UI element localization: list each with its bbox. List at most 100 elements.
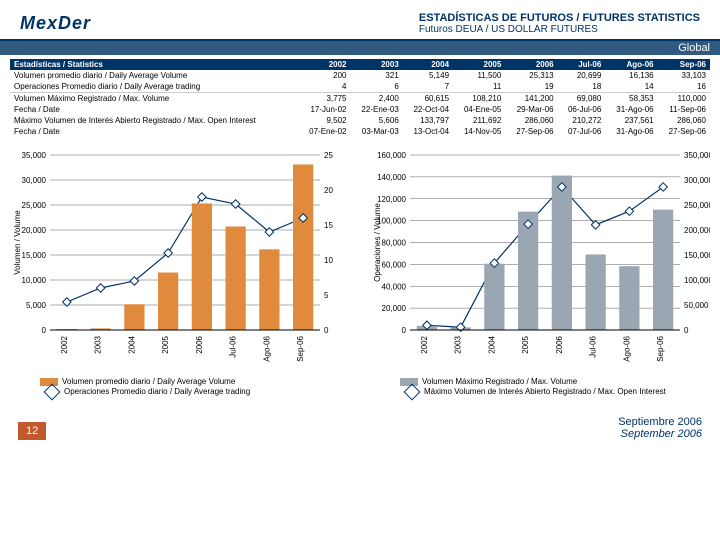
svg-text:30,000: 30,000 bbox=[22, 176, 47, 185]
cell: 321 bbox=[350, 70, 402, 81]
cell: 07-Jul-06 bbox=[558, 126, 606, 137]
col-header: Sep-06 bbox=[658, 59, 710, 70]
svg-text:2006: 2006 bbox=[195, 335, 204, 353]
svg-text:Sep-06: Sep-06 bbox=[296, 335, 305, 361]
cell: 33,103 bbox=[658, 70, 710, 81]
svg-text:2003: 2003 bbox=[454, 335, 463, 353]
svg-text:50,000: 50,000 bbox=[684, 301, 709, 310]
svg-text:Operaciones / Trades: Operaciones / Trades bbox=[349, 204, 350, 280]
chart-left: 05,00010,00015,00020,00025,00030,00035,0… bbox=[10, 145, 350, 398]
cell: 210,272 bbox=[558, 115, 606, 126]
col-header: Ago-06 bbox=[605, 59, 657, 70]
page-number: 12 bbox=[18, 422, 46, 440]
cell: 110,000 bbox=[658, 93, 710, 105]
cell: 2,400 bbox=[350, 93, 402, 105]
page-title: ESTADÍSTICAS DE FUTUROS / FUTURES STATIS… bbox=[419, 12, 700, 24]
svg-text:25,000: 25,000 bbox=[22, 201, 47, 210]
col-header: 2006 bbox=[505, 59, 557, 70]
cell: 3,775 bbox=[298, 93, 350, 105]
svg-text:Jul-06: Jul-06 bbox=[229, 335, 238, 357]
svg-text:100,000: 100,000 bbox=[684, 276, 710, 285]
svg-text:15,000: 15,000 bbox=[22, 251, 47, 260]
svg-text:2004: 2004 bbox=[487, 335, 496, 353]
chart-right: 020,00040,00060,00080,000100,000120,0001… bbox=[370, 145, 710, 398]
cell: 03-Mar-03 bbox=[350, 126, 402, 137]
cell: 27-Sep-06 bbox=[658, 126, 710, 137]
global-bar: Global bbox=[0, 41, 720, 55]
svg-text:Jul-06: Jul-06 bbox=[589, 335, 598, 357]
cell: 22-Oct-04 bbox=[403, 104, 453, 115]
legend-line-left: Operaciones Promedio diario / Daily Aver… bbox=[64, 387, 250, 396]
cell: 286,060 bbox=[658, 115, 710, 126]
cell: 20,699 bbox=[558, 70, 606, 81]
charts-row: 05,00010,00015,00020,00025,00030,00035,0… bbox=[10, 145, 710, 398]
svg-text:Sep-06: Sep-06 bbox=[656, 335, 665, 361]
cell: 108,210 bbox=[453, 93, 505, 105]
cell: 16 bbox=[658, 81, 710, 93]
cell: 14 bbox=[605, 81, 657, 93]
svg-text:0: 0 bbox=[684, 326, 689, 335]
cell: Volumen promedio diario / Daily Average … bbox=[10, 70, 298, 81]
svg-text:2003: 2003 bbox=[94, 335, 103, 353]
cell: 69,080 bbox=[558, 93, 606, 105]
legend-bar-right: Volumen Máximo Registrado / Max. Volume bbox=[422, 377, 577, 386]
svg-text:20: 20 bbox=[324, 186, 333, 195]
cell: 5,606 bbox=[350, 115, 402, 126]
cell: 31-Ago-06 bbox=[605, 126, 657, 137]
svg-text:25: 25 bbox=[324, 151, 333, 160]
svg-text:120,000: 120,000 bbox=[377, 195, 406, 204]
col-header: Jul-06 bbox=[558, 59, 606, 70]
cell: 133,797 bbox=[403, 115, 453, 126]
cell: 11-Sep-06 bbox=[658, 104, 710, 115]
cell: 11,500 bbox=[453, 70, 505, 81]
col-header: 2003 bbox=[350, 59, 402, 70]
cell: 13-Oct-04 bbox=[403, 126, 453, 137]
cell: 6 bbox=[350, 81, 402, 93]
svg-text:250,000: 250,000 bbox=[684, 201, 710, 210]
svg-text:10,000: 10,000 bbox=[22, 276, 47, 285]
svg-text:Ago-06: Ago-06 bbox=[262, 335, 271, 361]
cell: 06-Jul-06 bbox=[558, 104, 606, 115]
svg-text:2004: 2004 bbox=[127, 335, 136, 353]
svg-text:2006: 2006 bbox=[555, 335, 564, 353]
cell: 60,615 bbox=[403, 93, 453, 105]
cell: 14-Nov-05 bbox=[453, 126, 505, 137]
col-header: 2002 bbox=[298, 59, 350, 70]
cell: 22-Ene-03 bbox=[350, 104, 402, 115]
footer: 12 Septiembre 2006 September 2006 bbox=[0, 406, 720, 446]
cell: 237,561 bbox=[605, 115, 657, 126]
stats-table: Estadísticas / Statistics200220032004 200… bbox=[10, 59, 710, 137]
title-block: ESTADÍSTICAS DE FUTUROS / FUTURES STATIS… bbox=[419, 12, 700, 35]
svg-text:10: 10 bbox=[324, 256, 333, 265]
cell: 286,060 bbox=[505, 115, 557, 126]
svg-text:2005: 2005 bbox=[161, 335, 170, 353]
page-subtitle: Futuros DEUA / US DOLLAR FUTURES bbox=[419, 24, 700, 35]
svg-text:40,000: 40,000 bbox=[382, 282, 407, 291]
svg-text:15: 15 bbox=[324, 221, 333, 230]
cell: Máximo Volumen de Interés Abierto Regist… bbox=[10, 115, 298, 126]
cell: 5,149 bbox=[403, 70, 453, 81]
svg-text:200,000: 200,000 bbox=[684, 226, 710, 235]
cell: 58,353 bbox=[605, 93, 657, 105]
svg-text:2002: 2002 bbox=[60, 335, 69, 353]
legend-line-right: Máximo Volumen de Interés Abierto Regist… bbox=[424, 387, 666, 396]
cell: 17-Jun-02 bbox=[298, 104, 350, 115]
cell: 18 bbox=[558, 81, 606, 93]
date-es: Septiembre 2006 bbox=[618, 416, 702, 428]
header: MexDer ESTADÍSTICAS DE FUTUROS / FUTURES… bbox=[0, 0, 720, 41]
date-en: September 2006 bbox=[618, 428, 702, 440]
col-header: 2004 bbox=[403, 59, 453, 70]
svg-text:Interés Abierto / Open Interes: Interés Abierto / Open Interest bbox=[709, 188, 710, 296]
svg-text:5,000: 5,000 bbox=[26, 301, 47, 310]
col-header: Estadísticas / Statistics bbox=[10, 59, 298, 70]
logo: MexDer bbox=[20, 13, 91, 34]
svg-text:20,000: 20,000 bbox=[22, 226, 47, 235]
cell: 211,692 bbox=[453, 115, 505, 126]
svg-text:0: 0 bbox=[402, 326, 407, 335]
legend-bar-left: Volumen promedio diario / Daily Average … bbox=[62, 377, 235, 386]
cell: 11 bbox=[453, 81, 505, 93]
svg-text:5: 5 bbox=[324, 291, 329, 300]
svg-text:2002: 2002 bbox=[420, 335, 429, 353]
cell: 16,136 bbox=[605, 70, 657, 81]
cell: 07-Ene-02 bbox=[298, 126, 350, 137]
